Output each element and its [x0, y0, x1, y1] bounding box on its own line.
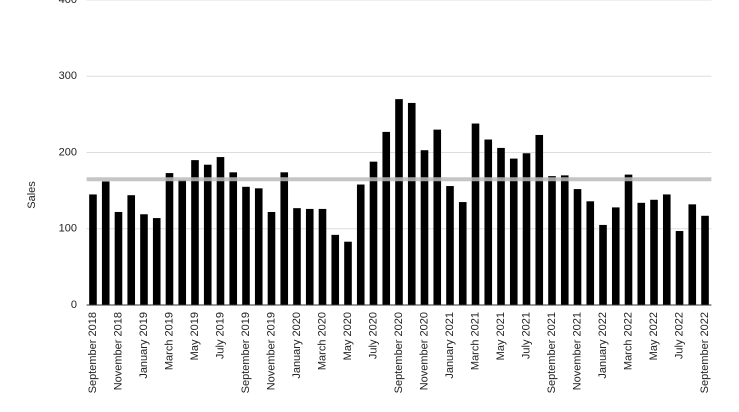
bar	[395, 99, 403, 305]
bar	[229, 172, 238, 305]
y-tick-label: 300	[59, 70, 77, 82]
bar	[114, 211, 123, 305]
bar	[216, 157, 225, 305]
x-tick-label: May 2020	[342, 312, 354, 360]
bar	[560, 175, 569, 305]
bar	[509, 158, 518, 305]
bar	[267, 211, 276, 305]
x-tick-label: July 2021	[520, 312, 532, 359]
bar	[548, 176, 556, 305]
y-tick-label: 0	[71, 299, 77, 311]
bar	[382, 131, 391, 305]
x-tick-label: January 2021	[444, 312, 456, 379]
bar	[152, 218, 161, 305]
bar	[484, 139, 493, 305]
bar	[599, 224, 607, 305]
bar	[701, 215, 709, 305]
x-tick-label: November 2021	[571, 312, 583, 390]
bar	[280, 172, 289, 305]
bar	[254, 188, 263, 305]
x-tick-label: July 2022	[673, 312, 685, 359]
x-tick-label: January 2020	[291, 312, 303, 379]
bar	[420, 150, 429, 305]
x-tick-label: March 2019	[163, 312, 175, 370]
bar	[611, 207, 620, 305]
bar	[637, 202, 646, 305]
y-tick-label: 400	[59, 0, 77, 6]
bar	[458, 202, 467, 305]
bar	[305, 208, 314, 305]
bar	[446, 186, 454, 305]
x-tick-label: September 2018	[87, 312, 99, 393]
bar	[497, 147, 505, 305]
bar	[650, 199, 658, 305]
x-tick-label: November 2018	[112, 312, 124, 390]
bar	[369, 161, 378, 305]
bar	[433, 129, 442, 305]
bar	[89, 194, 97, 305]
x-tick-label: September 2022	[699, 312, 711, 393]
bar	[191, 160, 199, 305]
bar	[688, 204, 697, 305]
x-tick-label: March 2021	[469, 312, 481, 370]
bar	[662, 194, 671, 305]
bar	[471, 123, 480, 306]
bar	[140, 214, 148, 305]
bar	[165, 173, 174, 305]
bar	[344, 241, 352, 305]
bar	[535, 134, 544, 305]
x-tick-label: May 2021	[495, 312, 507, 360]
bar	[203, 164, 212, 305]
bar	[242, 186, 250, 305]
x-tick-label: May 2019	[189, 312, 201, 360]
x-tick-label: January 2022	[597, 312, 609, 379]
bar	[356, 184, 365, 305]
y-tick-label: 100	[59, 223, 77, 235]
bar	[586, 201, 595, 305]
bar	[293, 208, 301, 305]
bar	[573, 189, 582, 305]
y-axis-title: Sales	[26, 181, 38, 209]
bar	[624, 174, 633, 305]
x-tick-label: July 2019	[214, 312, 226, 359]
x-tick-label: September 2020	[393, 312, 405, 393]
y-tick-label: 200	[59, 146, 77, 158]
x-tick-label: March 2022	[622, 312, 634, 370]
bar	[127, 195, 136, 305]
bar	[318, 208, 327, 305]
bar	[522, 153, 531, 305]
bar	[675, 231, 684, 305]
x-tick-label: July 2020	[367, 312, 379, 359]
x-tick-label: March 2020	[316, 312, 328, 370]
x-tick-label: September 2019	[240, 312, 252, 393]
x-tick-label: November 2019	[265, 312, 277, 390]
x-tick-label: September 2021	[546, 312, 558, 393]
bar	[101, 181, 110, 305]
bar	[331, 234, 340, 305]
x-tick-label: May 2022	[648, 312, 660, 360]
bar	[178, 179, 187, 305]
x-tick-label: November 2020	[418, 312, 430, 390]
bar	[407, 102, 416, 305]
x-tick-label: January 2019	[138, 312, 150, 379]
